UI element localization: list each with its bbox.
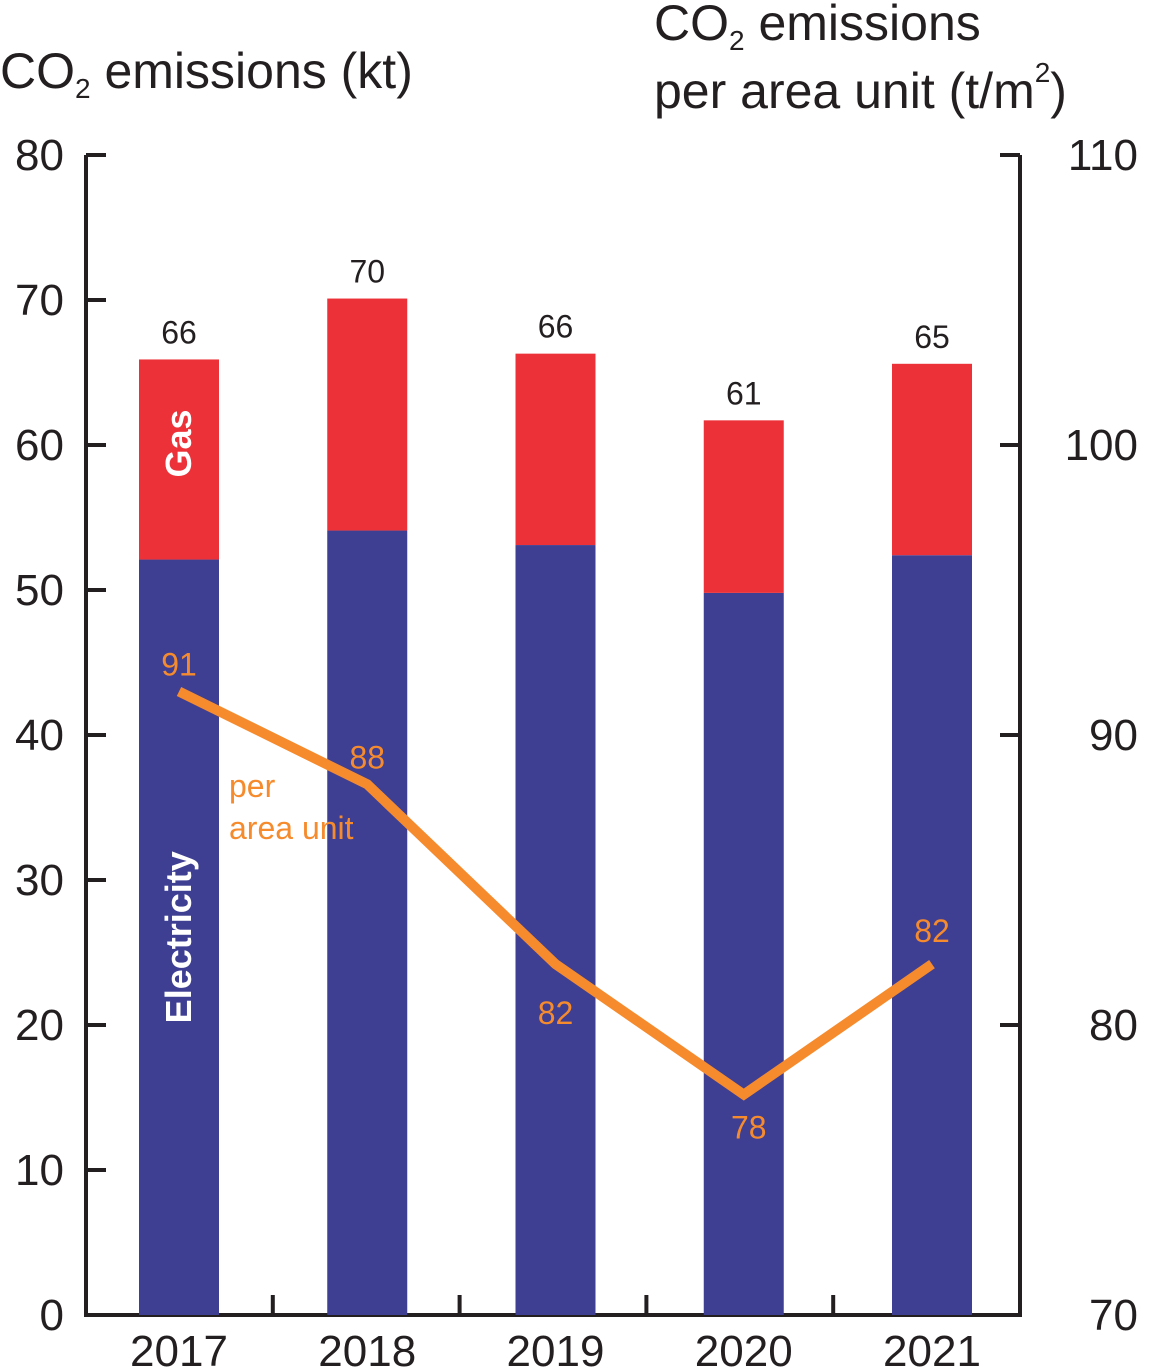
right-tick-label: 100	[1065, 421, 1138, 470]
line-series-name: per	[229, 768, 276, 804]
bar-electricity	[703, 592, 784, 1315]
left-tick-label: 30	[15, 856, 64, 905]
x-tick-label: 2019	[507, 1327, 605, 1371]
left-axis-title: CO2 emissions (kt)	[0, 43, 413, 104]
bar-total-label: 61	[726, 375, 762, 411]
line-point-label: 82	[538, 995, 574, 1031]
left-tick-label: 50	[15, 566, 64, 615]
left-tick-label: 20	[15, 1001, 64, 1050]
x-tick-label: 2020	[695, 1327, 793, 1371]
bar-electricity	[892, 555, 972, 1315]
bar-electricity	[515, 545, 596, 1315]
bar-gas	[327, 298, 408, 531]
line-series-name: area unit	[229, 810, 354, 846]
left-tick-label: 40	[15, 711, 64, 760]
left-tick-label: 70	[15, 276, 64, 325]
right-axis-title-line1: CO2 emissions	[654, 0, 981, 56]
segment-labels: Electricity Gas	[158, 409, 199, 1023]
right-axis-title-line2: per area unit (t/m2)	[654, 57, 1067, 119]
line-point-label: 91	[161, 647, 197, 683]
left-tick-label: 60	[15, 421, 64, 470]
bar-total-label: 66	[161, 314, 197, 350]
series-label-electricity: Electricity	[158, 851, 199, 1023]
bar-total-label: 65	[914, 319, 950, 355]
right-tick-label: 70	[1089, 1291, 1138, 1340]
line-point-label: 78	[731, 1110, 767, 1146]
bar-total-label: 70	[349, 254, 385, 290]
bar-gas	[892, 363, 972, 556]
left-tick-label: 80	[15, 131, 64, 180]
per-area-unit-line	[176, 687, 935, 1101]
line-point-label: 82	[914, 913, 950, 949]
bars: 66 70 66 61 65	[139, 254, 972, 1315]
x-tick-label: 2017	[130, 1327, 228, 1371]
left-tick-label: 0	[40, 1291, 64, 1340]
bar-electricity	[139, 559, 219, 1315]
axes: 0 10 20 30 40 50 60 70 80 70 80 90 100 110 2017 2018 201…	[15, 131, 1138, 1371]
line-point-label: 88	[349, 739, 385, 775]
bar-gas	[139, 359, 219, 560]
right-tick-label: 110	[1068, 131, 1138, 180]
right-tick-label: 90	[1089, 711, 1138, 760]
bar-gas	[515, 353, 596, 546]
left-tick-label: 10	[15, 1146, 64, 1195]
bar-total-label: 66	[538, 309, 574, 345]
per-area-line-layer: 91 88 82 78 82 per area unit	[161, 647, 950, 1146]
bar-gas	[703, 420, 784, 593]
bar-electricity	[327, 530, 408, 1315]
x-tick-label: 2018	[318, 1327, 416, 1371]
x-tick-label: 2021	[883, 1327, 981, 1371]
right-tick-label: 80	[1089, 1001, 1138, 1050]
series-label-gas: Gas	[158, 409, 199, 477]
